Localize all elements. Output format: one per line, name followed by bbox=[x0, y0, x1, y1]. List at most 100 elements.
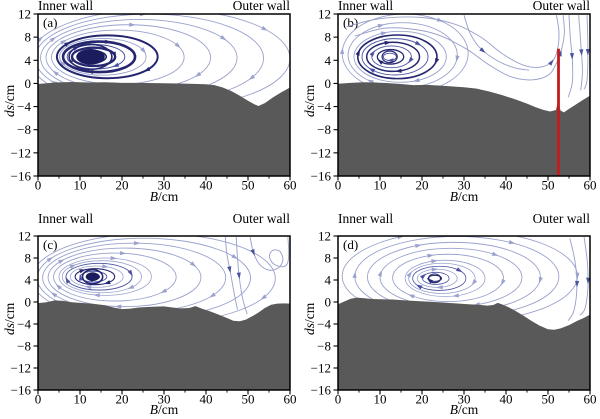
y-tick-label: −8 bbox=[317, 339, 331, 354]
streamline-loop bbox=[365, 41, 421, 73]
x-tick-label: 0 bbox=[35, 178, 42, 193]
inner-wall-label: Inner wall bbox=[338, 211, 394, 226]
flow-arrow bbox=[65, 277, 71, 284]
flow-arrow bbox=[129, 22, 136, 27]
y-tick-label: −12 bbox=[11, 361, 31, 376]
flow-arrow bbox=[219, 35, 227, 41]
flow-arrow bbox=[189, 261, 197, 267]
bed-region bbox=[38, 300, 290, 390]
x-tick-label: 50 bbox=[542, 392, 555, 407]
panel-a: Inner wall Outer wall ds/cm B/cm (a) 0 10… bbox=[0, 0, 300, 210]
y-tick-label: 0 bbox=[25, 295, 32, 310]
x-tick-label: 60 bbox=[284, 392, 297, 407]
flow-arrow bbox=[408, 56, 414, 64]
flow-arrow bbox=[355, 49, 360, 56]
flow-arrow bbox=[103, 280, 111, 285]
streamline-path bbox=[567, 238, 578, 321]
panel-letter: (b) bbox=[343, 15, 359, 30]
x-tick-label: 0 bbox=[335, 178, 342, 193]
y-tick-label: 4 bbox=[325, 273, 332, 288]
streamline-loop bbox=[371, 45, 412, 69]
x-axis-variable: B bbox=[149, 189, 158, 204]
flow-arrow bbox=[250, 248, 255, 256]
flow-arrow bbox=[60, 39, 67, 45]
x-axis-label: B/cm bbox=[338, 403, 590, 417]
flow-arrow bbox=[50, 292, 58, 298]
flow-arrow bbox=[415, 243, 422, 249]
x-axis-variable: B bbox=[449, 189, 458, 204]
y-tick-label: −12 bbox=[11, 145, 31, 160]
y-tick-label: 0 bbox=[325, 295, 332, 310]
x-tick-label: 30 bbox=[158, 178, 171, 193]
streamline-loop bbox=[58, 257, 152, 296]
flow-arrow bbox=[548, 59, 554, 66]
x-tick-label: 40 bbox=[200, 178, 213, 193]
bed-region bbox=[338, 82, 590, 176]
y-tick-label: −16 bbox=[311, 383, 332, 398]
panel-letter: (d) bbox=[343, 237, 359, 252]
y-tick-label: 8 bbox=[25, 30, 32, 45]
red-marker-bar bbox=[557, 48, 560, 176]
panel-d: Inner wall Outer wall ds/cm B/cm (d) 0 10… bbox=[300, 210, 600, 419]
flow-arrow bbox=[261, 25, 268, 31]
flow-arrow bbox=[52, 70, 59, 77]
flow-arrow bbox=[227, 266, 232, 273]
x-axis-label: B/cm bbox=[38, 190, 290, 204]
flow-arrow bbox=[377, 24, 385, 29]
streamline-loop bbox=[382, 52, 397, 61]
x-tick-label: 20 bbox=[416, 392, 429, 407]
flow-arrow bbox=[339, 47, 345, 55]
flow-arrow bbox=[471, 279, 478, 286]
streamline-loop bbox=[412, 265, 467, 291]
flow-arrow bbox=[419, 273, 427, 280]
streamline-path bbox=[346, 15, 560, 68]
flow-arrow bbox=[380, 31, 388, 36]
inner-wall-label: Inner wall bbox=[38, 211, 94, 226]
flow-arrow bbox=[236, 272, 241, 280]
flow-arrow bbox=[579, 49, 584, 56]
flow-arrow bbox=[508, 240, 516, 245]
flow-arrow bbox=[491, 251, 499, 256]
streamline-loop bbox=[59, 38, 147, 76]
flow-arrow bbox=[209, 292, 216, 298]
x-tick-label: 10 bbox=[74, 392, 87, 407]
flow-arrow bbox=[57, 259, 65, 265]
y-tick-label: 4 bbox=[325, 53, 332, 68]
streamline-loop bbox=[408, 262, 476, 294]
flow-arrow bbox=[585, 49, 590, 56]
streamline-loop bbox=[379, 247, 523, 308]
streamlines bbox=[339, 14, 590, 98]
flow-arrow bbox=[174, 42, 181, 49]
y-tick-label: 12 bbox=[18, 7, 31, 22]
flow-arrow bbox=[368, 67, 376, 73]
flow-arrow bbox=[586, 277, 590, 285]
y-tick-label: −8 bbox=[17, 122, 31, 137]
x-tick-label: 10 bbox=[374, 178, 387, 193]
x-axis-label: B/cm bbox=[338, 190, 590, 204]
flow-arrow bbox=[406, 271, 413, 278]
outer-wall-label: Outer wall bbox=[232, 0, 290, 13]
flow-arrow bbox=[104, 39, 112, 44]
streamline-path bbox=[463, 15, 530, 71]
streamline-path bbox=[578, 15, 583, 91]
flow-arrow bbox=[64, 41, 71, 47]
flow-arrow bbox=[111, 51, 117, 59]
panel-c: Inner wall Outer wall ds/cm B/cm (c) 0 10… bbox=[0, 210, 300, 419]
flow-arrow bbox=[352, 271, 357, 279]
x-axis-variable: B bbox=[149, 402, 158, 417]
y-tick-label: 0 bbox=[325, 76, 332, 91]
flow-arrow bbox=[377, 59, 384, 65]
flow-arrow bbox=[194, 71, 202, 77]
streamline-loop bbox=[341, 14, 469, 94]
y-tick-label: −16 bbox=[11, 383, 32, 398]
streamline-loop bbox=[61, 40, 137, 74]
flow-arrow bbox=[479, 47, 486, 53]
y-tick-label: −8 bbox=[317, 122, 331, 137]
x-tick-label: 30 bbox=[158, 392, 171, 407]
streamline-loop bbox=[69, 265, 124, 288]
y-tick-label: −4 bbox=[317, 99, 331, 114]
outer-wall-label: Outer wall bbox=[532, 211, 590, 226]
